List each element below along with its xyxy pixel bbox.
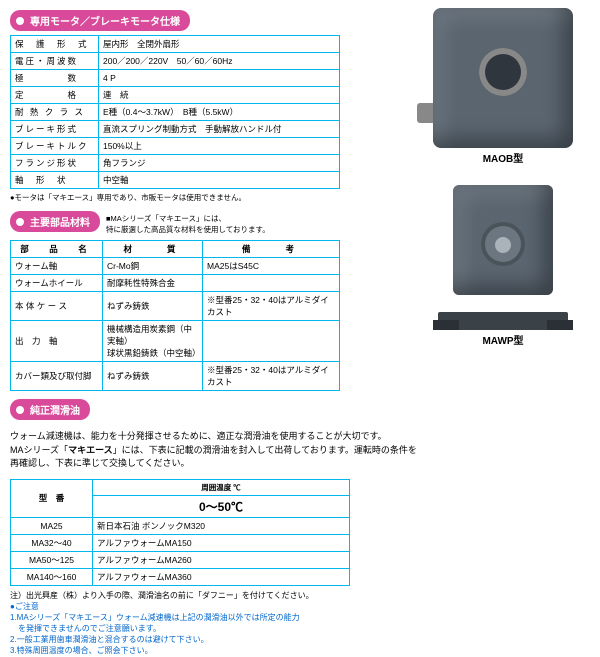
motor-spec-val: 150%以上 [99,138,340,155]
materials-name: ウォームホイール [11,275,103,292]
materials-remark [203,275,340,292]
note-caution-2: 2.一般工業用歯車潤滑油と混合するのは避けて下さい。 [10,634,570,645]
lubricant-th-temp-label: 周囲温度 ℃ [93,479,350,495]
lubricant-th-temp-range: 0～50℃ [93,495,350,517]
materials-remark: ※型番25・32・40はアルミダイカスト [203,292,340,321]
motor-spec-table: 保 護 形 式屋内形 全閉外扇形電圧・周波数200／200／220V 50／60… [10,35,340,189]
motor-spec-key: ブレーキ形式 [11,121,99,138]
motor-spec-val: 中空軸 [99,172,340,189]
lubricant-intro-brand: マキエース [68,445,113,455]
materials-material: 機械構造用炭素鋼（中実軸） 球状黒鉛鋳鉄（中空軸） [103,321,203,362]
materials-th-remark: 備 考 [203,241,340,258]
lubricant-oil: アルファウォームMA150 [93,534,350,551]
motor-spec-key: 軸 形 状 [11,172,99,189]
lubricant-intro-l2c: 」には、下表に記載の潤滑油を封入して出荷しております。運転時の条件を [113,445,417,455]
figure-label-maob: MAOB型 [418,150,588,165]
gearbox-illustration-maob [433,8,573,148]
lubricant-oil: アルファウォームMA360 [93,568,350,585]
motor-spec-val: 角フランジ [99,155,340,172]
materials-material: ねずみ鋳鉄 [103,292,203,321]
motor-spec-key: フランジ形状 [11,155,99,172]
materials-remark: ※型番25・32・40はアルミダイカスト [203,362,340,391]
motor-spec-val: 屋内形 全閉外扇形 [99,36,340,53]
materials-name: カバー類及び取付脚 [11,362,103,391]
materials-material: ねずみ鋳鉄 [103,362,203,391]
materials-name: 出 力 軸 [11,321,103,362]
lubricant-intro-l1: ウォーム減速機は、能力を十分発揮させるために、適正な潤滑油を使用することが大切で… [10,431,387,441]
lubricant-model: MA25 [11,517,93,534]
motor-spec-key: 極 数 [11,70,99,87]
materials-material: Cr-Mo鋼 [103,258,203,275]
note-caution-1b: を発揮できませんのでご注意願います。 [10,623,570,634]
lubricant-table: 型 番 周囲温度 ℃ 0～50℃ MA25新日本石油 ボンノックM320MA32… [10,479,350,586]
lubricant-oil: 新日本石油 ボンノックM320 [93,517,350,534]
note-idemitsu: 注）出光興産（株）より入手の際、潤滑油名の前に「ダフニー」を付けてください。 [10,590,570,601]
motor-spec-key: 電圧・周波数 [11,53,99,70]
motor-spec-val: E種（0.4～3.7kW） B種（5.5kW） [99,104,340,121]
note-caution-3: 3.特殊周囲温度の場合、ご照会下さい。 [10,645,570,656]
figure-label-mawp: MAWP型 [418,332,588,347]
section-header-materials: 主要部品材料 [10,211,100,232]
note-caution-1: 1.MAシリーズ「マキエース」ウォーム減速機は上記の潤滑油以外では所定の能力 [10,612,570,623]
gearbox-illustration-mawp [433,180,573,330]
lubricant-intro-l2a: MAシリーズ「 [10,445,68,455]
lubricant-model: MA50～125 [11,551,93,568]
lubricant-intro-l3: 再確認し、下表に準じて交換してください。 [10,458,189,468]
materials-table: 部 品 名 材 質 備 考 ウォーム軸Cr-Mo鋼MA25はS45C ウォームホイ… [10,240,340,391]
figure-mawp: MAWP型 [418,180,588,347]
materials-remark: MA25はS45C [203,258,340,275]
section-header-motor-spec: 専用モータ／ブレーキモータ仕様 [10,10,190,31]
materials-remark [203,321,340,362]
lubricant-th-model: 型 番 [11,479,93,517]
motor-spec-val: 連 続 [99,87,340,104]
materials-th-material: 材 質 [103,241,203,258]
motor-spec-key: 定 格 [11,87,99,104]
motor-spec-key: 保 護 形 式 [11,36,99,53]
materials-material: 耐摩耗性特殊合金 [103,275,203,292]
motor-spec-key: 耐 熱 ク ラ ス [11,104,99,121]
materials-name: ウォーム軸 [11,258,103,275]
lubricant-intro: ウォーム減速機は、能力を十分発揮させるために、適正な潤滑油を使用することが大切で… [10,430,570,471]
lubricant-model: MA140～160 [11,568,93,585]
materials-note: ■MAシリーズ「マキエース」には、 特に厳選した高品質な材料を使用しております。 [106,213,270,235]
motor-spec-note: ●モータは「マキエース」専用であり、市販モータは使用できません。 [10,192,340,203]
lubricant-oil: アルファウォームMA260 [93,551,350,568]
figure-maob: MAOB型 [418,8,588,165]
motor-spec-val: 直流スプリング制動方式 手動解放ハンドル付 [99,121,340,138]
note-caution-header: ●ご注意 [10,601,570,612]
materials-name: 本 体 ケ ー ス [11,292,103,321]
lubricant-model: MA32～40 [11,534,93,551]
motor-spec-val: 4 P [99,70,340,87]
motor-spec-val: 200／200／220V 50／60／60Hz [99,53,340,70]
materials-th-name: 部 品 名 [11,241,103,258]
section-header-lubricant: 純正潤滑油 [10,399,90,420]
motor-spec-key: ブレーキトルク [11,138,99,155]
